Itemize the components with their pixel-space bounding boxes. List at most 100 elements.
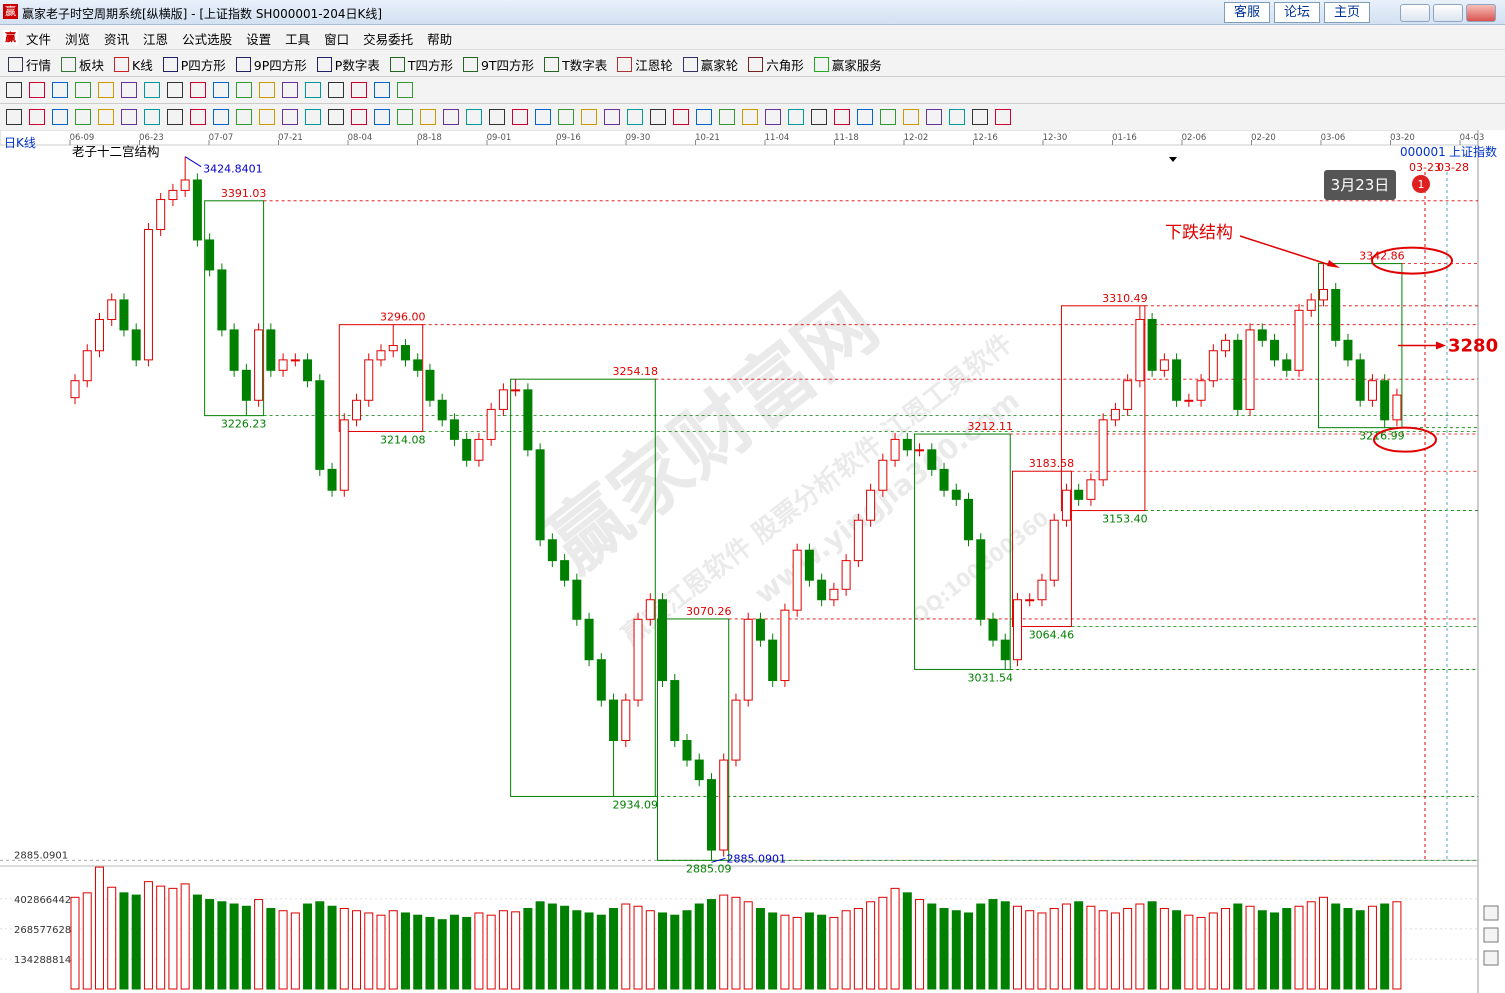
tool-icon[interactable] — [673, 109, 689, 125]
tool-icon[interactable] — [167, 82, 183, 98]
tool-icon[interactable] — [857, 109, 873, 125]
tool-icon[interactable] — [98, 109, 114, 125]
tool-button[interactable]: 9P四方形 — [235, 55, 307, 74]
link-button[interactable]: 主页 — [1324, 2, 1370, 23]
tool-icon[interactable] — [351, 109, 367, 125]
tool-icon[interactable] — [98, 82, 114, 98]
menu-item[interactable]: 浏览 — [65, 32, 91, 47]
tool-icon[interactable] — [995, 109, 1011, 125]
tool-button[interactable]: 9T四方形 — [462, 55, 534, 74]
candle-body — [82, 350, 92, 382]
tool-icon[interactable] — [742, 109, 758, 125]
tool-icon[interactable] — [880, 109, 896, 125]
tool-icon[interactable] — [328, 109, 344, 125]
volume-bar — [1074, 901, 1084, 990]
tool-icon[interactable] — [650, 109, 666, 125]
menu-item[interactable]: 交易委托 — [363, 32, 414, 47]
tool-icon[interactable] — [259, 82, 275, 98]
tool-icon[interactable] — [972, 109, 988, 125]
tool-icon[interactable] — [190, 82, 206, 98]
tool-icon[interactable] — [6, 109, 22, 125]
close-button[interactable] — [1466, 4, 1496, 22]
tool-icon[interactable] — [236, 109, 252, 125]
tool-icon[interactable] — [75, 109, 91, 125]
tool-icon[interactable] — [627, 109, 643, 125]
tool-icon[interactable] — [926, 109, 942, 125]
tool-button[interactable]: T四方形 — [389, 55, 453, 74]
candle-body — [70, 380, 80, 399]
tool-button[interactable]: 赢家轮 — [682, 55, 738, 74]
tool-icon[interactable] — [282, 109, 298, 125]
tool-icon[interactable] — [765, 109, 781, 125]
tool-icon[interactable] — [305, 109, 321, 125]
tool-icon[interactable] — [443, 109, 459, 125]
tool-icon[interactable] — [374, 82, 390, 98]
tool-icon[interactable] — [351, 82, 367, 98]
menu-item[interactable]: 工具 — [285, 32, 311, 47]
link-button[interactable]: 论坛 — [1274, 2, 1320, 23]
tool-icon[interactable] — [144, 82, 160, 98]
tool-icon[interactable] — [834, 109, 850, 125]
tool-button[interactable]: P四方形 — [162, 55, 226, 74]
tool-button[interactable]: 行情 — [8, 55, 51, 74]
tool-icon[interactable] — [305, 82, 321, 98]
minimize-button[interactable] — [1400, 4, 1430, 22]
tool-icon[interactable] — [328, 82, 344, 98]
menu-item[interactable]: 资讯 — [104, 32, 130, 47]
link-button[interactable]: 客服 — [1224, 2, 1270, 23]
tool-icon[interactable] — [213, 109, 229, 125]
tool-icon[interactable] — [75, 82, 91, 98]
tool-icon[interactable] — [466, 109, 482, 125]
volume-bar — [1025, 910, 1035, 990]
menu-item[interactable]: 公式选股 — [182, 32, 233, 47]
tool-icon[interactable] — [52, 82, 68, 98]
tool-icon[interactable] — [236, 82, 252, 98]
tool-icon[interactable] — [259, 109, 275, 125]
tool-icon[interactable] — [581, 109, 597, 125]
tool-icon[interactable] — [604, 109, 620, 125]
tool-button[interactable]: 六角形 — [748, 55, 804, 74]
tool-icon[interactable] — [397, 82, 413, 98]
tool-icon[interactable] — [535, 109, 551, 125]
tool-icon[interactable] — [788, 109, 804, 125]
tool-button[interactable]: 江恩轮 — [617, 55, 673, 74]
tool-icon[interactable] — [719, 109, 735, 125]
maximize-button[interactable] — [1433, 4, 1463, 22]
menu-item[interactable]: 帮助 — [427, 32, 453, 47]
tool-icon[interactable] — [949, 109, 965, 125]
tool-icon[interactable] — [282, 82, 298, 98]
date-tick: 12-02 — [904, 133, 929, 143]
tool-icon[interactable] — [397, 109, 413, 125]
tool-icon[interactable] — [6, 82, 22, 98]
menu-item[interactable]: 文件 — [26, 32, 52, 47]
tool-icon[interactable] — [558, 109, 574, 125]
toolbar — [0, 104, 1505, 131]
tool-icon[interactable] — [190, 109, 206, 125]
tool-icon[interactable] — [144, 109, 160, 125]
box-high-label: 3342.86 — [1359, 250, 1405, 263]
tool-icon[interactable] — [29, 82, 45, 98]
tool-button[interactable]: 板块 — [61, 55, 104, 74]
tool-button[interactable]: T数字表 — [544, 55, 607, 74]
tool-icon[interactable] — [903, 109, 919, 125]
tool-icon[interactable] — [420, 109, 436, 125]
structure-box — [1011, 470, 1072, 628]
tool-icon[interactable] — [121, 109, 137, 125]
tool-button[interactable]: 赢家服务 — [813, 55, 882, 74]
tool-icon[interactable] — [489, 109, 505, 125]
tool-button[interactable]: K线 — [114, 55, 153, 74]
tool-icon[interactable] — [811, 109, 827, 125]
tool-button[interactable]: P数字表 — [316, 55, 380, 74]
menu-item[interactable]: 窗口 — [324, 32, 350, 47]
tool-icon[interactable] — [512, 109, 528, 125]
menu-item[interactable]: 设置 — [246, 32, 272, 47]
tool-icon[interactable] — [121, 82, 137, 98]
badge-text: 1 — [1418, 178, 1425, 191]
menu-item[interactable]: 江恩 — [143, 32, 169, 47]
tool-icon[interactable] — [374, 109, 390, 125]
tool-icon[interactable] — [213, 82, 229, 98]
tool-icon[interactable] — [52, 109, 68, 125]
tool-icon[interactable] — [29, 109, 45, 125]
tool-icon[interactable] — [696, 109, 712, 125]
tool-icon[interactable] — [167, 109, 183, 125]
